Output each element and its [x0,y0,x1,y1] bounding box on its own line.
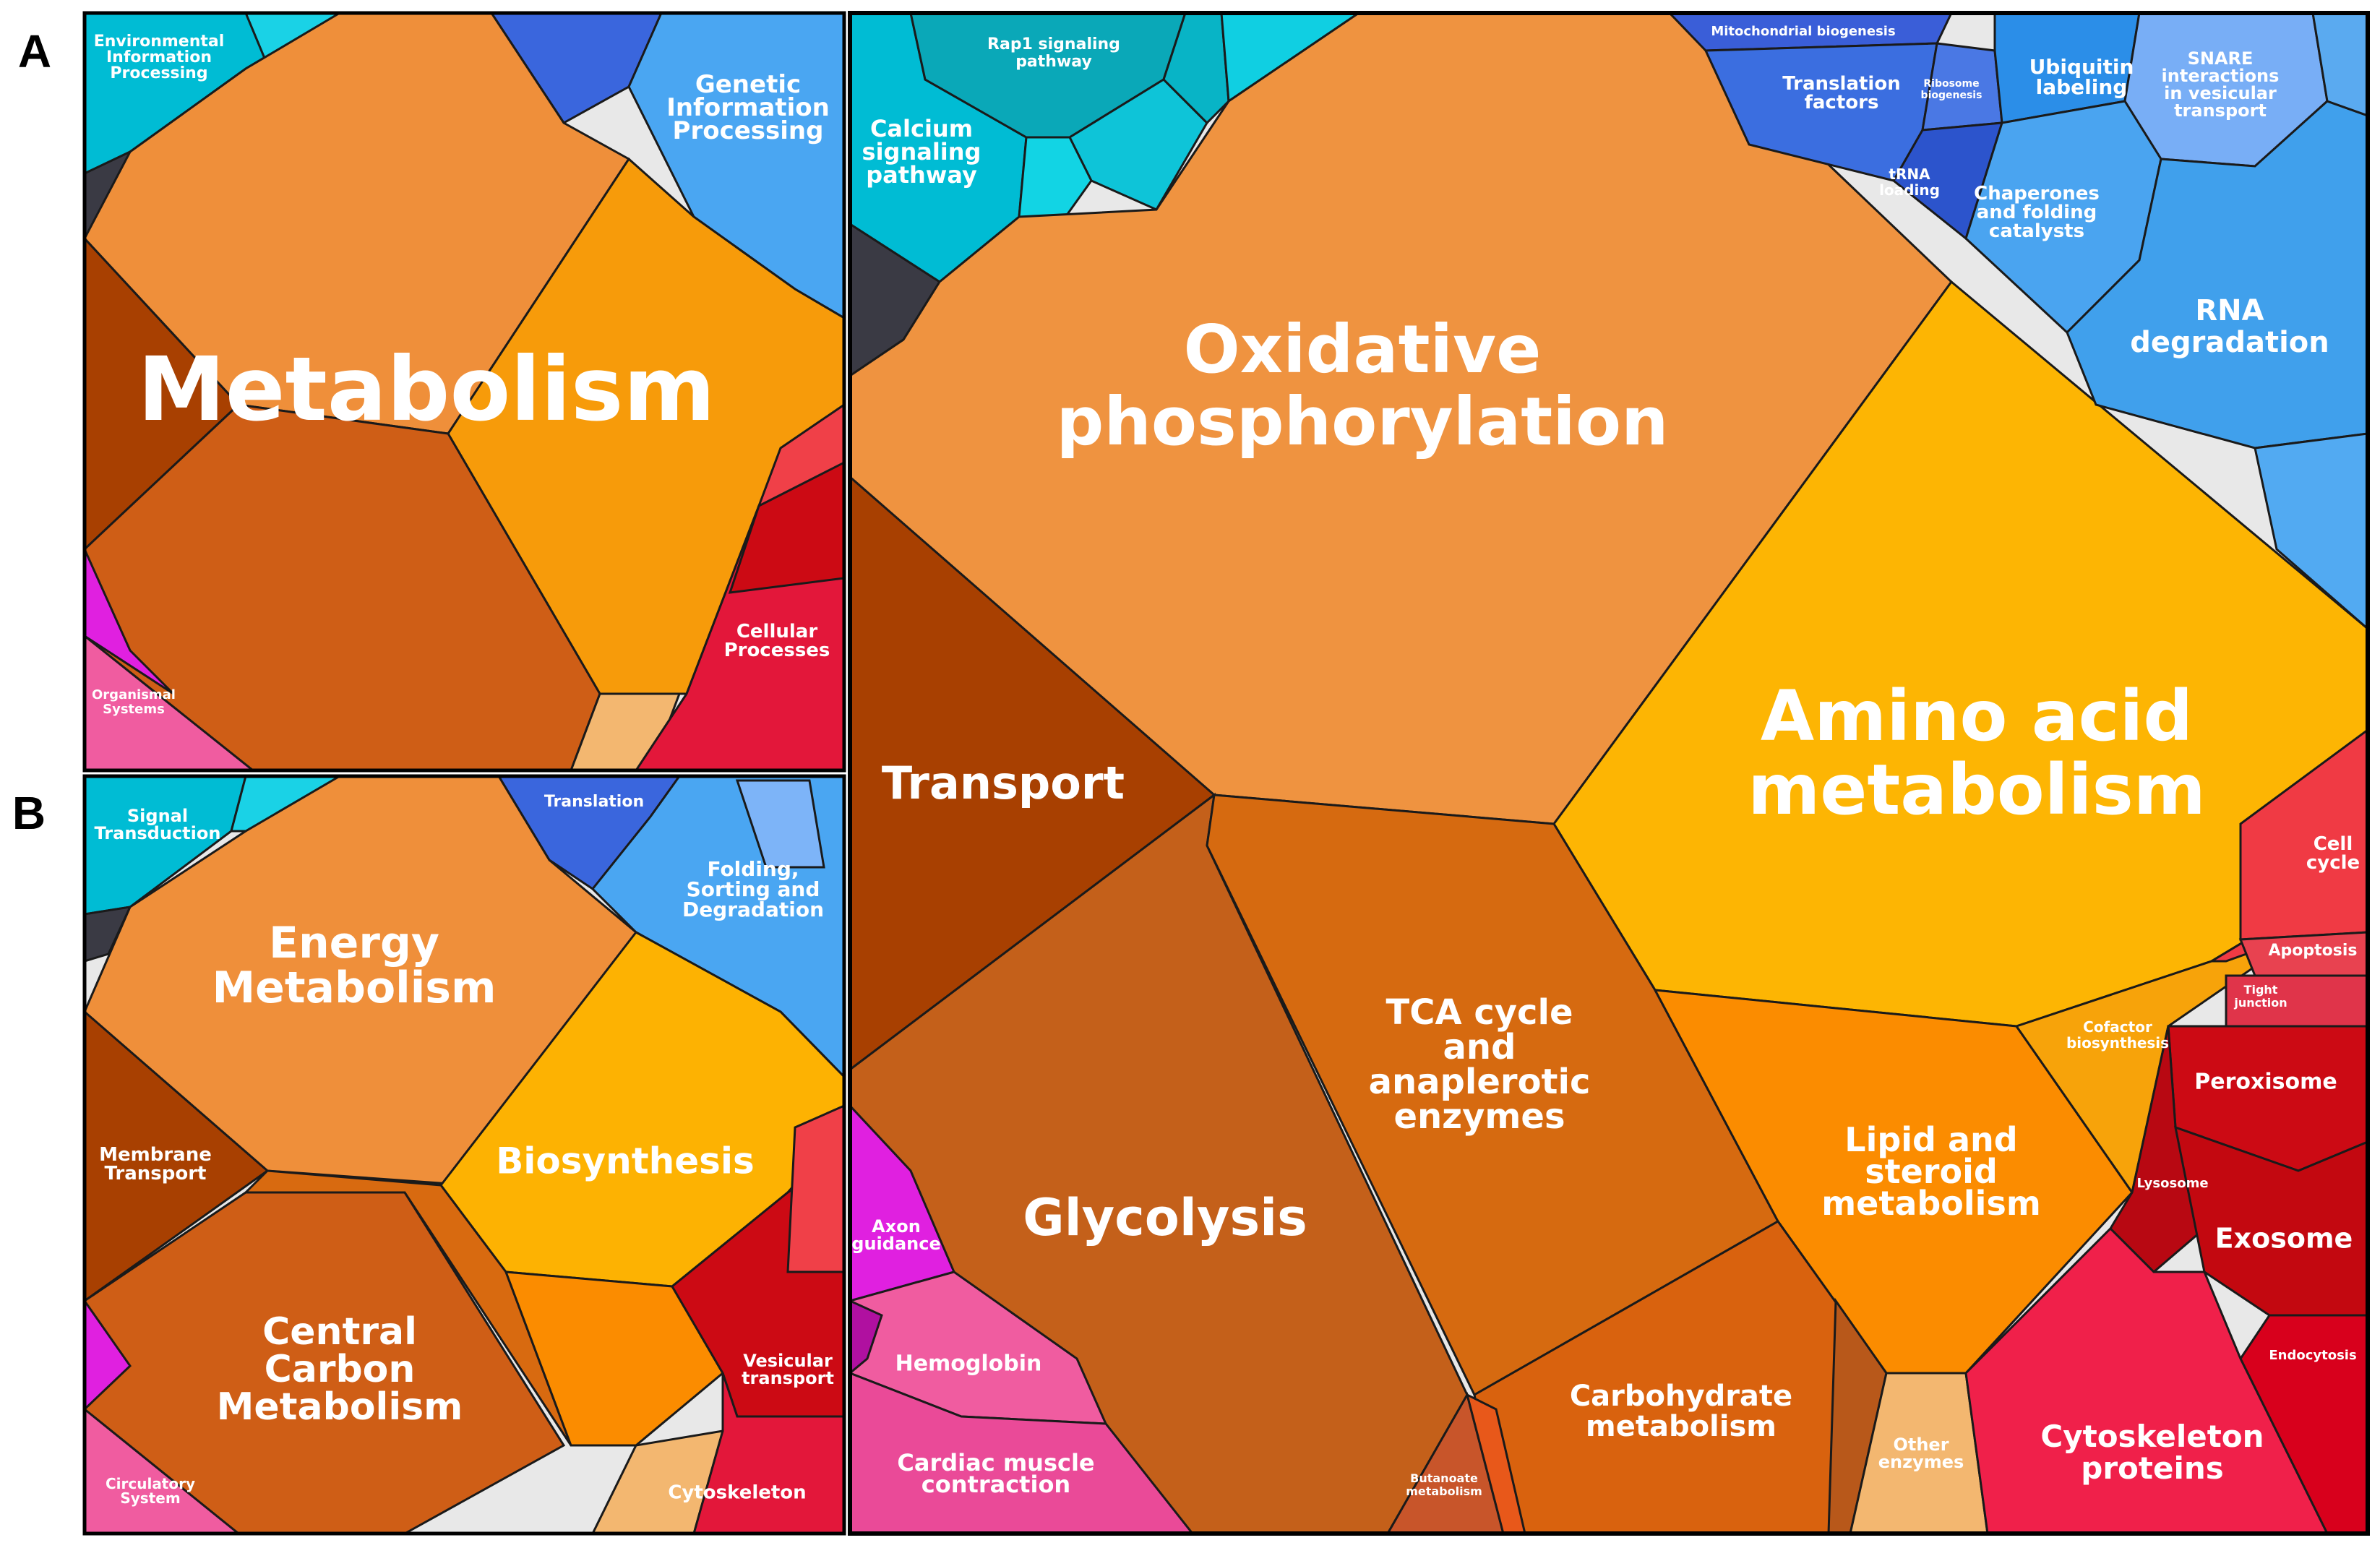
panel-c-label-hemoglobin: Hemoglobin [895,1351,1042,1377]
panel-c-label-calcium: Calcium signaling pathway [862,115,981,189]
panel-b-cell-dark-small [85,906,132,963]
panel-c-label-snare: SNARE interactions in vesicular transport [2162,48,2280,121]
panel-c-cell-endocytosis [2239,1314,2368,1534]
panel-b-label-membrane: Membrane Transport [99,1144,212,1184]
panel-b-cell-membrane [85,1010,270,1302]
panel-b-label-central-carbon: Central Carbon Metabolism [217,1310,463,1429]
panel-letter-b: B [12,787,46,839]
panel-b-label-energy: Energy Metabolism [212,918,496,1013]
panel-b-cell-light-small [591,1429,725,1534]
panel-c-cell-brown-small [1827,1297,1888,1534]
panel-b-cell-circulatory [85,1408,241,1534]
panel-c-label-lipid: Lipid and steroid metabolism [1821,1120,2041,1223]
panel-a-label-metabolism: Metabolism [137,338,715,441]
panel-c-label-mito: Mitochondrial biogenesis [1711,24,1895,39]
panel-c-label-peroxisome: Peroxisome [2194,1070,2337,1095]
panel-a-treemap [85,13,844,770]
panel-c-label-transport: Transport [882,757,1125,809]
panel-c-cell-apoptosis [2238,931,2368,977]
panel-c-label-axon: Axon guidance [851,1216,940,1254]
panel-c-label-endocytosis: Endocytosis [2269,1348,2356,1363]
panel-b-cell-orange-mid [504,1270,724,1447]
panel-c-label-rna-degradation: RNA degradation [2130,294,2329,359]
panel-a-cell-metabolism-bottom [85,403,601,770]
panel-c-label-tight: Tight junction [2233,983,2287,1010]
panel-a-label-environmental: Environmental Information Processing [94,33,225,82]
panel-a-label-organismal: Organismal Systems [92,687,176,717]
panel-c-label-rap1: Rap1 signaling pathway [987,35,1120,71]
panel-b-label-vesicular: Vesicular transport [742,1351,834,1388]
panel-c-label-lysosome: Lysosome [2136,1176,2208,1191]
panel-c-cell-orange-small [1465,1393,1526,1534]
panel-c-treemap [850,13,2368,1534]
panel-a-cell-organismal-top [85,549,175,695]
panel-c-cell-tight [2225,974,2368,1028]
panel-c-label-other-enzymes: Other enzymes [1878,1435,1964,1472]
panel-c-cell-magenta-small [850,1299,883,1375]
panel-c-label-chaperones: Chaperones and folding catalysts [1974,183,2100,242]
panel-a-border [82,11,846,773]
panel-b-treemap [85,776,844,1534]
panel-c-label-tca: TCA cycle and anaplerotic enzymes [1369,992,1591,1137]
panel-c-label-glycolysis: Glycolysis [1023,1188,1307,1247]
panel-b-label-translation: Translation [544,793,644,811]
panel-b-label-cytoskeleton: Cytoskeleton [668,1482,806,1504]
panel-c-cell-cytoskeleton-proteins [1964,1226,2329,1534]
panel-c-label-cell-cycle: Cell cycle [2306,833,2360,874]
panel-c-label-cardiac: Cardiac muscle contraction [897,1449,1094,1498]
panel-a-cell-cellular-mid [728,461,844,594]
panel-b-cell-magenta-top [85,1299,132,1411]
panel-c-label-oxphos: Oxidative phosphorylation [1056,311,1668,460]
panel-c-label-exosome: Exosome [2215,1223,2353,1255]
panel-b-cell-red-small [786,1104,844,1273]
panel-b-label-signal: Signal Transduction [95,806,221,843]
panel-b-border [82,774,846,1536]
panel-c-cell-cardiac [850,1372,1194,1534]
panel-c-label-carbohydrate: Carbohydrate metabolism [1570,1380,1792,1443]
panel-c-cell-red-top [2239,728,2368,941]
panel-c-cell-blue-protein [2254,432,2368,630]
panel-c-label-translation-factors: Translation factors [1782,73,1900,113]
panel-c-label-cofactor: Cofactor biosynthesis [2066,1018,2169,1052]
panel-b-label-circulatory: Circulatory System [106,1475,195,1507]
panel-b-cell-cytoskeleton [692,1372,844,1534]
panel-b-cell-signal [85,776,247,916]
panel-b-cell-folding-light [735,779,825,869]
panel-c-label-butanoate: Butanoate metabolism [1406,1471,1482,1498]
panel-letter-a: A [18,25,51,77]
panel-c-label-ubiquitin: Ubiquitin labeling [2029,55,2134,99]
panel-c-border [848,11,2370,1536]
panel-a-cell-organismal [85,635,255,770]
panel-b-label-biosynthesis: Biosynthesis [496,1140,755,1182]
panel-b-label-folding: Folding, Sorting and Degradation [682,857,824,921]
panel-c-cell-cyan-low [1018,136,1093,233]
panel-a-label-genetic: Genetic Information Processing [666,70,830,145]
panel-c-label-amino-acid: Amino acid metabolism [1748,676,2205,830]
panel-c-label-cytoskeleton-proteins: Cytoskeleton proteins [2040,1419,2264,1486]
panel-c-label-apoptosis: Apoptosis [2269,942,2358,960]
panel-c-cell-blue-small-right [2311,13,2368,117]
panel-a-label-cellular: Cellular Processes [724,621,830,661]
panel-c-label-ribosome: Ribosome biogenesis [1921,78,1982,101]
panel-c-label-trna: tRNA loading [1879,165,1940,199]
panel-c-cell-cyan-small1 [1162,13,1230,125]
